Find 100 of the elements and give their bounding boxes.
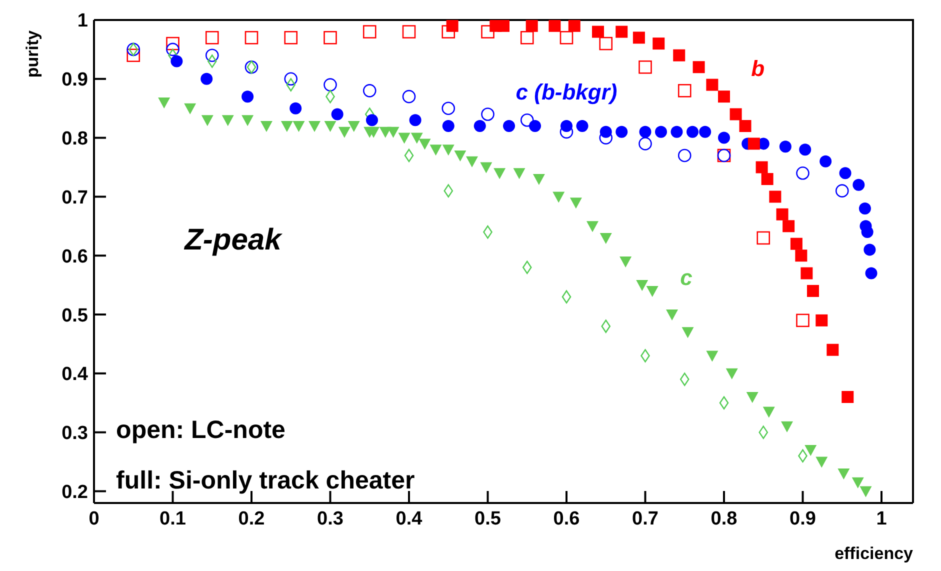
point [616,126,628,138]
point [761,173,774,186]
point [739,120,752,132]
point [776,208,788,220]
point [418,138,431,150]
point [560,31,574,44]
point [324,78,337,92]
annotation: Z-peak [184,224,283,257]
point [858,202,871,214]
point [670,126,683,138]
point [692,61,705,74]
point [184,103,196,114]
point [442,120,454,132]
point [402,25,416,38]
point [338,126,350,138]
point [498,20,510,32]
x-tick-label: 0.5 [474,508,502,530]
point [796,314,810,328]
annotation: c (b-bkgr) [516,80,618,105]
point [474,120,486,132]
point [430,144,442,156]
point [816,456,828,468]
point [678,148,692,162]
point [170,55,183,68]
point [748,138,760,150]
point [646,286,658,297]
point [158,97,170,108]
point [522,260,532,274]
point [816,314,828,326]
point [362,84,376,98]
point [719,396,729,410]
x-tick-label: 0.2 [238,508,265,530]
point [481,108,494,121]
annotation: c [680,265,692,290]
x-tick-label: 0.7 [632,508,658,530]
point [790,238,802,250]
point [835,184,849,198]
point [782,220,795,232]
point [769,190,782,203]
point [168,48,178,62]
point [678,84,692,98]
point [570,198,582,209]
annotation: open: LC-note [116,416,286,444]
annotation: full: Si-only track cheater [116,466,416,494]
point [781,421,793,432]
point [568,20,580,32]
point [260,121,272,132]
point [201,115,214,126]
point [601,320,611,333]
point [446,20,458,32]
point [280,121,293,132]
point [592,26,604,38]
point [799,144,812,156]
point [800,267,813,280]
point [402,90,416,104]
point [404,148,414,162]
point [586,221,598,232]
point [387,126,400,138]
point [820,155,832,168]
point [632,32,645,44]
point [126,48,140,62]
point [532,174,545,186]
x-tick-label: 0 [88,508,100,530]
point [242,90,254,103]
point [839,167,852,180]
point [207,54,217,68]
x-axis-title: efficiency [834,544,914,563]
point [726,368,738,380]
point [409,114,422,126]
point [205,48,219,62]
x-tick-label: 0.1 [160,508,186,530]
point [638,137,652,150]
point [682,327,694,338]
y-tick-label: 0.7 [62,187,88,208]
point [503,120,516,132]
point [756,161,768,174]
y-tick-label: 0.8 [62,128,88,150]
point [616,26,628,38]
point [494,168,506,180]
point [699,126,712,138]
x-tick-label: 1 [876,508,888,530]
point [520,113,534,127]
point [706,350,718,362]
point [562,290,572,304]
point [838,468,850,480]
point [620,256,632,268]
point [290,102,302,114]
point [639,126,652,138]
point [410,132,423,144]
point [730,108,742,120]
point [864,244,876,256]
point [308,121,320,132]
point [348,121,360,132]
x-tick-label: 0.4 [396,508,423,530]
point [529,120,541,132]
point [205,31,219,44]
point [331,108,344,120]
point [442,144,454,156]
point [366,114,378,126]
point [548,20,561,32]
